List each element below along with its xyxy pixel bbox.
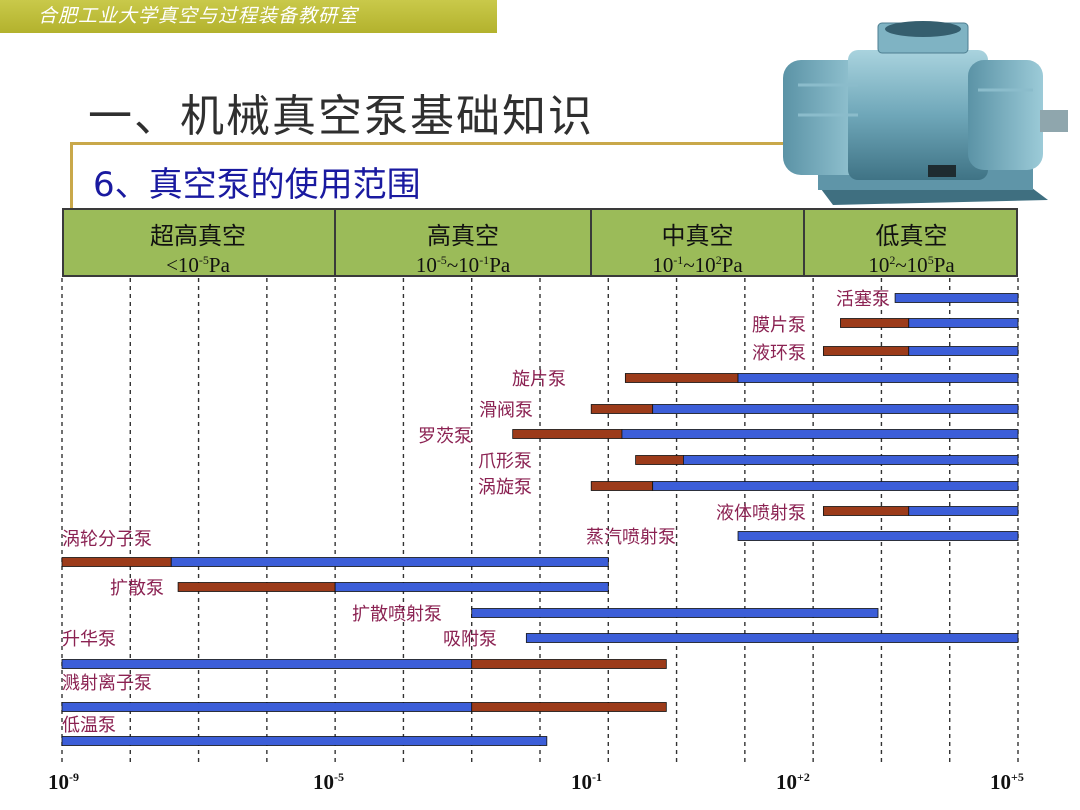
title-rule-vertical bbox=[70, 142, 73, 208]
pump-label: 罗茨泵 bbox=[418, 426, 472, 447]
extended-range-bar bbox=[512, 429, 623, 439]
x-tick-label: 10-9 bbox=[48, 770, 79, 794]
normal-range-bar bbox=[652, 481, 1019, 491]
normal-range-bar bbox=[683, 455, 1019, 465]
pump-label: 液环泵 bbox=[752, 343, 806, 364]
vacuum-pump-photo bbox=[783, 21, 1068, 205]
extended-range-bar bbox=[471, 702, 667, 712]
pump-label: 活塞泵 bbox=[836, 289, 890, 310]
pump-label: 溅射离子泵 bbox=[62, 673, 152, 694]
pump-label: 液体喷射泵 bbox=[716, 503, 806, 524]
extended-range-bar bbox=[624, 373, 739, 383]
pump-label: 扩散泵 bbox=[110, 578, 164, 599]
normal-range-bar bbox=[334, 582, 609, 592]
normal-range-bar bbox=[170, 557, 609, 567]
extended-range-bar bbox=[177, 582, 336, 592]
normal-range-bar bbox=[61, 659, 473, 669]
sub-title: 6、真空泵的使用范围 bbox=[93, 165, 421, 205]
title-rule bbox=[70, 142, 790, 145]
main-title: 一、机械真空泵基础知识 bbox=[88, 91, 594, 142]
pump-label: 膜片泵 bbox=[752, 315, 806, 336]
pump-label: 低温泵 bbox=[62, 715, 116, 736]
vacuum-range-header: 超高真空 <10-5Pa 高真空 10-5~10-1Pa 中真空 10-1~10… bbox=[62, 208, 1018, 277]
normal-range-bar bbox=[737, 531, 1019, 541]
extended-range-bar bbox=[635, 455, 684, 465]
extended-range-bar bbox=[590, 404, 654, 414]
header-name: 高真空 bbox=[427, 222, 499, 250]
pump-label: 蒸汽喷射泵 bbox=[586, 527, 676, 548]
header-range: 10-5~10-1Pa bbox=[415, 253, 511, 277]
normal-range-bar bbox=[525, 633, 1019, 643]
pump-label: 扩散喷射泵 bbox=[352, 604, 442, 625]
header-range: 102~105Pa bbox=[868, 253, 955, 277]
x-tick-label: 10+2 bbox=[776, 770, 810, 794]
extended-range-bar bbox=[471, 659, 667, 669]
normal-range-bar bbox=[894, 293, 1019, 303]
normal-range-bar bbox=[908, 318, 1019, 328]
header-name: 超高真空 bbox=[150, 222, 246, 250]
normal-range-bar bbox=[737, 373, 1019, 383]
header-range: <10-5Pa bbox=[166, 253, 230, 277]
pump-label: 滑阀泵 bbox=[479, 400, 533, 421]
normal-range-bar bbox=[61, 702, 473, 712]
pump-label: 涡旋泵 bbox=[478, 477, 532, 498]
extended-range-bar bbox=[840, 318, 910, 328]
normal-range-bar bbox=[621, 429, 1019, 439]
pump-label: 旋片泵 bbox=[512, 369, 566, 390]
normal-range-bar bbox=[908, 346, 1019, 356]
header-medium-vacuum: 中真空 10-1~102Pa bbox=[590, 208, 803, 277]
header-ultra-high-vacuum: 超高真空 <10-5Pa bbox=[62, 208, 334, 277]
x-tick-label: 10+5 bbox=[990, 770, 1024, 794]
normal-range-bar bbox=[652, 404, 1019, 414]
header-range: 10-1~102Pa bbox=[652, 253, 743, 277]
normal-range-bar bbox=[908, 506, 1019, 516]
lab-banner: 合肥工业大学真空与过程装备教研室 bbox=[0, 0, 497, 33]
extended-range-bar bbox=[61, 557, 172, 567]
header-high-vacuum: 高真空 10-5~10-1Pa bbox=[334, 208, 590, 277]
x-tick-label: 10-1 bbox=[571, 770, 602, 794]
pump-label: 升华泵 bbox=[62, 629, 116, 650]
normal-range-bar bbox=[471, 608, 879, 618]
header-low-vacuum: 低真空 102~105Pa bbox=[803, 208, 1018, 277]
pump-label: 吸附泵 bbox=[443, 629, 497, 650]
extended-range-bar bbox=[590, 481, 654, 491]
extended-range-bar bbox=[822, 346, 910, 356]
header-name: 中真空 bbox=[661, 222, 734, 250]
extended-range-bar bbox=[822, 506, 910, 516]
pump-label: 涡轮分子泵 bbox=[62, 529, 152, 550]
x-tick-label: 10-5 bbox=[313, 770, 344, 794]
header-name: 低真空 bbox=[875, 222, 948, 250]
pump-label: 爪形泵 bbox=[478, 451, 532, 472]
normal-range-bar bbox=[61, 736, 548, 746]
